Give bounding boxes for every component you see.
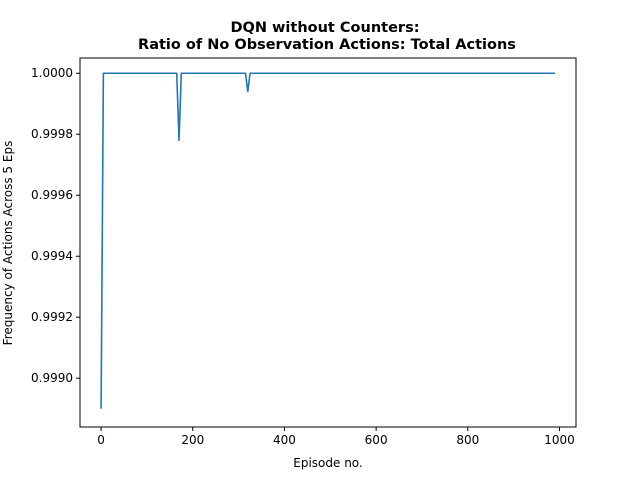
x-tick-label: 600 — [365, 433, 388, 447]
y-tick-label: 0.9998 — [31, 127, 73, 141]
x-tick-label: 200 — [181, 433, 204, 447]
chart-title-line-2: Ratio of No Observation Actions: Total A… — [138, 37, 516, 53]
y-tick-label: 0.9994 — [31, 249, 73, 263]
axes-frame — [79, 57, 577, 428]
x-tick-label: 800 — [456, 433, 479, 447]
x-tick-label: 1000 — [544, 433, 575, 447]
y-tick-label: 0.9996 — [31, 188, 73, 202]
series-line — [100, 72, 555, 409]
x-axis-label: Episode no. — [293, 456, 363, 470]
y-tick-label: 0.9990 — [31, 371, 73, 385]
x-tick-label: 400 — [273, 433, 296, 447]
x-tick-label: 0 — [97, 433, 105, 447]
chart-title-line-1: DQN without Counters: — [230, 20, 419, 36]
plot-area — [100, 72, 555, 409]
y-tick-label: 0.9992 — [31, 310, 73, 324]
y-tick-label: 1.0000 — [31, 66, 73, 80]
y-axis-label: Frequency of Actions Across 5 Eps — [1, 141, 15, 346]
